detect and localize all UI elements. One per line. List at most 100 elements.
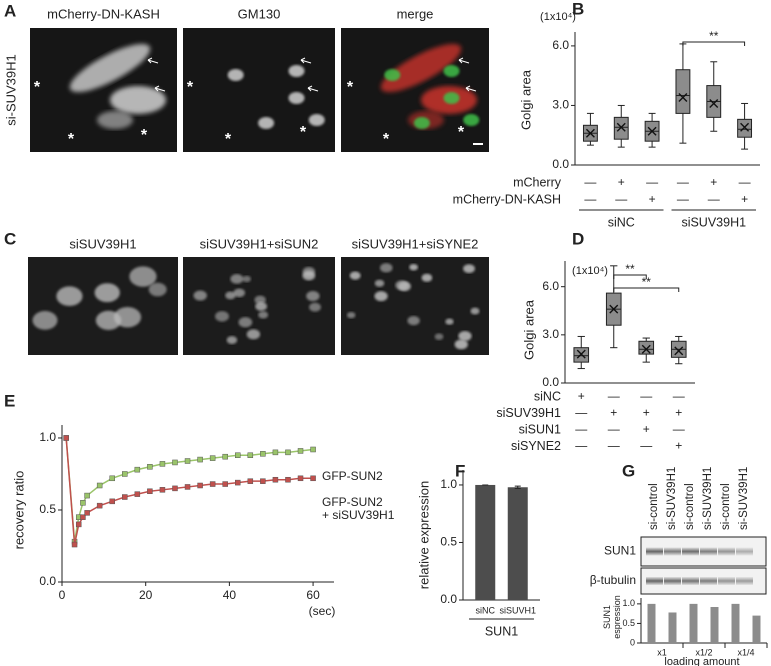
point	[159, 461, 166, 467]
y-axis-label: SUN1 espression	[602, 595, 622, 639]
bar	[731, 603, 740, 643]
y-tick-label: 0.0	[440, 592, 457, 606]
y-tick-label: 6.0	[542, 279, 559, 293]
condition-sign: +	[675, 406, 682, 420]
mean-marker	[609, 304, 619, 314]
row-label: si-SUV39H1	[3, 54, 18, 126]
golgi	[454, 339, 468, 350]
golgi	[193, 290, 207, 301]
image-title: GM130	[238, 6, 281, 21]
golgi	[255, 301, 268, 311]
bar	[668, 612, 677, 643]
micrograph	[341, 257, 489, 355]
asterisk: *	[34, 79, 41, 96]
error-bar	[514, 485, 521, 489]
y-tick-label: 3.0	[552, 98, 569, 112]
point	[147, 488, 153, 495]
condition-name: siSUV39H1	[496, 406, 561, 420]
golgi	[242, 275, 251, 283]
y-tick-label: 1.0	[622, 598, 635, 608]
mean-cross	[585, 128, 595, 138]
cell	[69, 43, 151, 93]
image-title: siSUV39H1+siSYNE2	[352, 236, 479, 251]
point	[297, 448, 304, 454]
image-bg	[28, 257, 178, 355]
cell	[97, 111, 133, 129]
point	[297, 475, 304, 482]
x-axis-label: (sec)	[309, 604, 336, 618]
mean-cross	[616, 122, 626, 132]
condition-name: siSYNE2	[511, 439, 561, 453]
y-tick-label: 1.0	[39, 430, 56, 444]
y-axis-label: Golgi area	[518, 69, 533, 130]
condition-sign: —	[640, 439, 652, 453]
golgi	[246, 329, 261, 340]
arrow	[154, 87, 166, 92]
unit-label: (1x10⁴)	[572, 265, 608, 277]
group-label: x1/2	[695, 647, 712, 657]
x-tick-label: 0	[59, 588, 66, 602]
y-tick-label: 0.0	[552, 157, 569, 171]
condition-sign: +	[643, 422, 650, 436]
band	[664, 547, 681, 556]
micrograph	[28, 257, 178, 355]
panel-label: E	[4, 391, 15, 410]
group-label: siNC	[608, 215, 635, 229]
asterisk: *	[68, 131, 75, 148]
point	[159, 487, 166, 493]
golgi	[349, 271, 361, 280]
x-tick-label: 20	[139, 588, 153, 602]
blot	[640, 567, 767, 595]
lane-label: si-control	[720, 483, 732, 530]
mean-cross	[609, 304, 619, 314]
point	[209, 455, 216, 461]
point	[96, 502, 103, 509]
band	[682, 547, 699, 556]
y-axis-label: recovery ratio	[11, 471, 26, 550]
condition-sign: +	[675, 439, 682, 453]
point	[260, 451, 266, 457]
bar	[647, 603, 656, 643]
band	[664, 577, 681, 585]
mean-marker	[616, 122, 626, 132]
blot	[640, 536, 767, 567]
condition-sign: —	[608, 389, 620, 403]
golgi	[309, 302, 322, 312]
blot-row-label: β-tubulin	[590, 573, 636, 587]
condition-sign: —	[584, 192, 596, 206]
arrow	[147, 59, 159, 64]
golgi	[413, 117, 430, 129]
x-tick-label: 60	[306, 588, 320, 602]
point	[197, 456, 203, 463]
image-title: siSUV39H1+siSUN2	[200, 236, 319, 251]
point	[184, 484, 191, 490]
significance-label: **	[709, 29, 719, 43]
golgi	[302, 270, 316, 281]
golgi	[374, 291, 388, 302]
y-tick-label: 6.0	[552, 38, 569, 52]
mean-marker	[678, 93, 688, 103]
significance-label: **	[625, 262, 635, 276]
band	[718, 547, 735, 556]
golgi	[421, 273, 433, 282]
band	[646, 577, 663, 585]
x-tick-label: siSUVH1	[499, 605, 536, 615]
mean-cross	[678, 93, 688, 103]
lane-label: si-SUV39H1	[738, 467, 750, 530]
point	[134, 491, 141, 497]
golgi	[443, 65, 460, 77]
mean-marker	[709, 98, 719, 108]
band	[718, 577, 735, 585]
golgi	[258, 117, 275, 129]
panel-label: G	[622, 461, 635, 480]
point	[122, 494, 128, 500]
condition-sign: —	[677, 192, 689, 206]
point	[222, 453, 228, 460]
golgi	[445, 318, 454, 325]
condition-sign: —	[575, 439, 587, 453]
blot-row-label: SUN1	[604, 544, 636, 558]
y-tick-label: 0	[630, 637, 635, 647]
asterisk: *	[225, 131, 232, 148]
arrow	[458, 59, 470, 64]
